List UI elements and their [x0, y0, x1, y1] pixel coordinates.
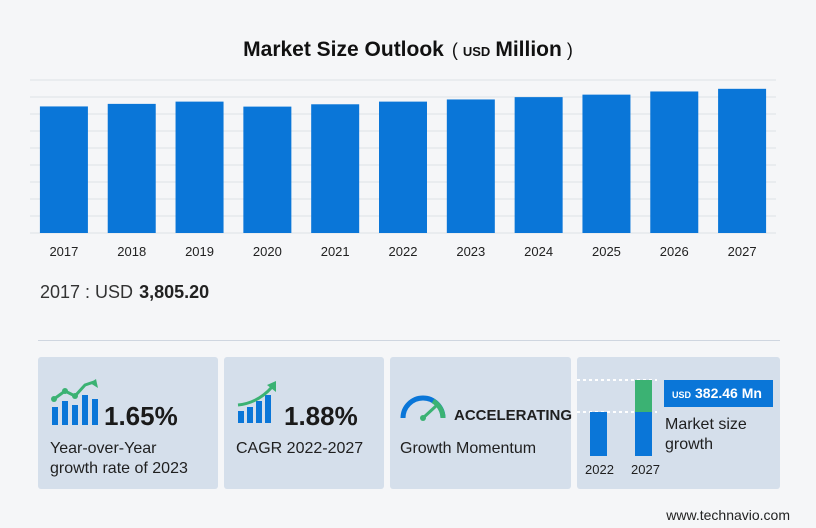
market-growth-line1: Market size — [665, 416, 747, 433]
x-tick-label: 2025 — [592, 244, 621, 259]
bar-2026 — [650, 91, 699, 233]
x-tick-label: 2020 — [253, 244, 282, 259]
start-value: 2017 : USD 3,805.20 — [40, 282, 209, 303]
yoy-value: 1.65% — [104, 401, 178, 431]
market-growth-line2: growth — [665, 436, 714, 453]
x-tick-label: 2017 — [49, 244, 78, 259]
bar-2027-growth — [635, 380, 652, 412]
bar-2020 — [243, 106, 292, 233]
x-tick-label: 2019 — [185, 244, 214, 259]
bar-2022 — [379, 101, 427, 233]
x-tick-label: 2027 — [728, 244, 757, 259]
bar-2027 — [718, 88, 767, 233]
start-value-number: 3,805.20 — [139, 282, 210, 302]
unit-currency: USD — [462, 44, 491, 59]
start-value-label: 2017 : USD — [40, 282, 134, 302]
bar-2025 — [582, 94, 631, 233]
year-end-label: 2027 — [631, 462, 660, 477]
trend-up-bars-icon — [237, 381, 276, 423]
bar-2024 — [514, 97, 563, 233]
yoy-label-line2: growth rate of 2023 — [50, 460, 188, 477]
momentum-label: Growth Momentum — [400, 440, 537, 457]
market-growth-mini-chart — [577, 379, 657, 456]
x-tick-label: 2021 — [321, 244, 350, 259]
x-tick-label: 2022 — [389, 244, 418, 259]
speedometer-gauge-icon — [400, 395, 446, 421]
unit-close-paren: ) — [566, 40, 573, 60]
yoy-label-line1: Year-over-Year — [50, 440, 157, 457]
bar-2021 — [311, 104, 360, 234]
cagr-value: 1.88% — [284, 401, 358, 431]
bar-chart-growth-icon — [51, 379, 98, 425]
momentum-value: ACCELERATING — [454, 407, 573, 424]
bar-chart: 2017 2018 2019 2020 2021 2022 2023 2024 2025 2026… — [30, 79, 776, 259]
cagr-label: CAGR 2022-2027 — [236, 440, 364, 457]
chart-unit: ( USD Million ) — [451, 38, 573, 61]
x-tick-label: 2018 — [117, 244, 146, 259]
unit-open-paren: ( — [451, 40, 458, 60]
market-growth-label: Market size growth — [665, 415, 747, 455]
yoy-label: Year-over-Year growth rate of 2023 — [50, 439, 188, 479]
market-growth-card: USD 382.46 Mn Market size growth 2022 202… — [577, 357, 780, 489]
x-tick-label: 2024 — [524, 244, 553, 259]
bar-2018 — [107, 103, 156, 233]
chart-title-text: Market Size Outlook — [243, 38, 444, 61]
growth-tag-currency: USD — [672, 390, 692, 400]
momentum-card: ACCELERATING Growth Momentum — [390, 357, 573, 489]
growth-tag-value: 382.46 Mn — [695, 385, 762, 401]
bar-2017 — [39, 106, 88, 233]
unit-scale: Million — [495, 38, 562, 61]
yoy-card: 1.65% Year-over-Year growth rate of 2023 — [38, 357, 218, 489]
divider — [38, 340, 780, 341]
growth-value-tag: USD 382.46 Mn — [664, 380, 773, 407]
cagr-card: 1.88% CAGR 2022-2027 — [224, 357, 384, 489]
bar-2023 — [446, 99, 495, 233]
x-tick-label: 2023 — [456, 244, 485, 259]
bar-2019 — [175, 101, 224, 233]
bar-2027 — [635, 412, 652, 456]
x-tick-label: 2026 — [660, 244, 689, 259]
year-start-label: 2022 — [585, 462, 614, 477]
chart-title: Market Size Outlook ( USD Million ) — [0, 38, 816, 62]
bar-2022 — [590, 412, 607, 456]
footer-url: www.technavio.com — [666, 507, 790, 523]
